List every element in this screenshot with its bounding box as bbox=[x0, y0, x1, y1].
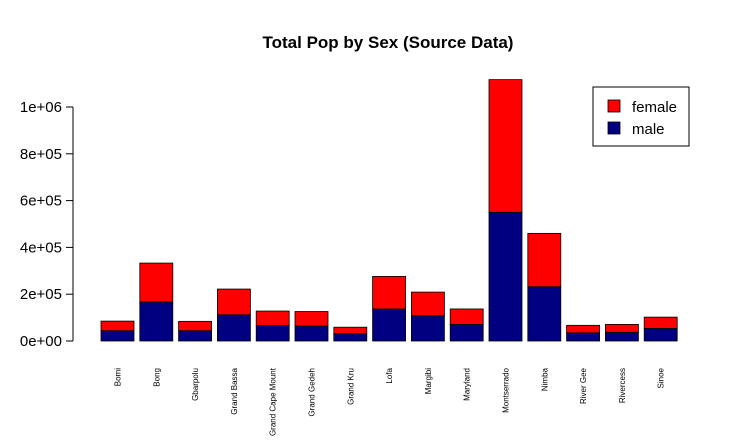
bar-male bbox=[605, 331, 639, 342]
bar-male bbox=[449, 323, 484, 342]
x-tick-label: Bomi bbox=[114, 368, 123, 386]
bar-male bbox=[566, 332, 600, 342]
x-tick-label: Bong bbox=[152, 368, 161, 387]
y-tick-label: 8e+05 bbox=[20, 146, 62, 163]
bar-female bbox=[333, 326, 368, 335]
bar-female bbox=[139, 262, 174, 303]
bar-female bbox=[100, 320, 135, 332]
legend-box bbox=[592, 86, 690, 147]
x-tick-labels: Bomi Bong Gbarpolu Grand Bassa Grand Cape Mo… bbox=[114, 367, 666, 436]
x-tick-label: Sinoe bbox=[657, 367, 666, 388]
y-tick-label: 2e+05 bbox=[20, 286, 62, 303]
bar-male bbox=[410, 315, 445, 342]
bar-female bbox=[216, 288, 251, 316]
bar-female bbox=[178, 320, 213, 332]
x-tick-label: Gbarpolu bbox=[191, 368, 200, 401]
chart-title: Total Pop by Sex (Source Data) bbox=[263, 33, 514, 52]
bar-male bbox=[178, 330, 213, 342]
bar-male bbox=[100, 330, 135, 342]
x-tick-label: Rivercess bbox=[618, 368, 627, 403]
bar-female bbox=[488, 79, 523, 213]
x-tick-label: Maryland bbox=[463, 368, 472, 401]
bar-male bbox=[216, 314, 251, 342]
x-tick-label: Margibi bbox=[424, 368, 433, 394]
bar-male bbox=[255, 325, 290, 342]
y-tick-label: 6e+05 bbox=[20, 193, 62, 210]
x-tick-label: Grand Bassa bbox=[230, 367, 239, 414]
legend-swatch-female bbox=[607, 99, 621, 113]
bar-female bbox=[643, 316, 678, 329]
y-axis: 0e+00 2e+05 4e+05 6e+05 8e+05 1e+06 bbox=[20, 99, 74, 350]
x-tick-label: River Gee bbox=[579, 367, 588, 404]
x-tick-label: Grand Kru bbox=[346, 368, 355, 405]
bar-female bbox=[372, 276, 407, 310]
legend: female male bbox=[592, 86, 690, 147]
x-tick-label: Lofa bbox=[385, 367, 394, 383]
x-tick-label: Nimba bbox=[540, 367, 549, 391]
bar-male bbox=[294, 325, 329, 342]
legend-label-female: female bbox=[632, 99, 677, 116]
bar-male bbox=[139, 301, 174, 342]
bar-male bbox=[333, 333, 368, 342]
bar-female bbox=[410, 291, 445, 317]
bar-female bbox=[566, 324, 600, 334]
bar-female bbox=[527, 232, 562, 288]
bars-group bbox=[100, 79, 678, 342]
y-tick-label: 4e+05 bbox=[20, 239, 62, 256]
bar-female bbox=[255, 310, 290, 326]
y-tick-label: 0e+00 bbox=[20, 333, 62, 350]
bar-female bbox=[449, 308, 484, 325]
x-tick-label: Montserrado bbox=[502, 367, 511, 412]
bar-male bbox=[488, 211, 523, 342]
y-tick-label: 1e+06 bbox=[20, 99, 62, 116]
bar-male bbox=[372, 308, 407, 342]
x-tick-label: Grand Cape Mount bbox=[269, 367, 278, 436]
bar-male bbox=[643, 327, 678, 342]
bar-female bbox=[294, 311, 329, 327]
x-tick-label: Grand Gedeh bbox=[308, 368, 317, 416]
legend-swatch-male bbox=[607, 121, 621, 135]
bar-female bbox=[605, 323, 639, 333]
legend-label-male: male bbox=[632, 121, 665, 138]
bar-male bbox=[527, 286, 562, 342]
